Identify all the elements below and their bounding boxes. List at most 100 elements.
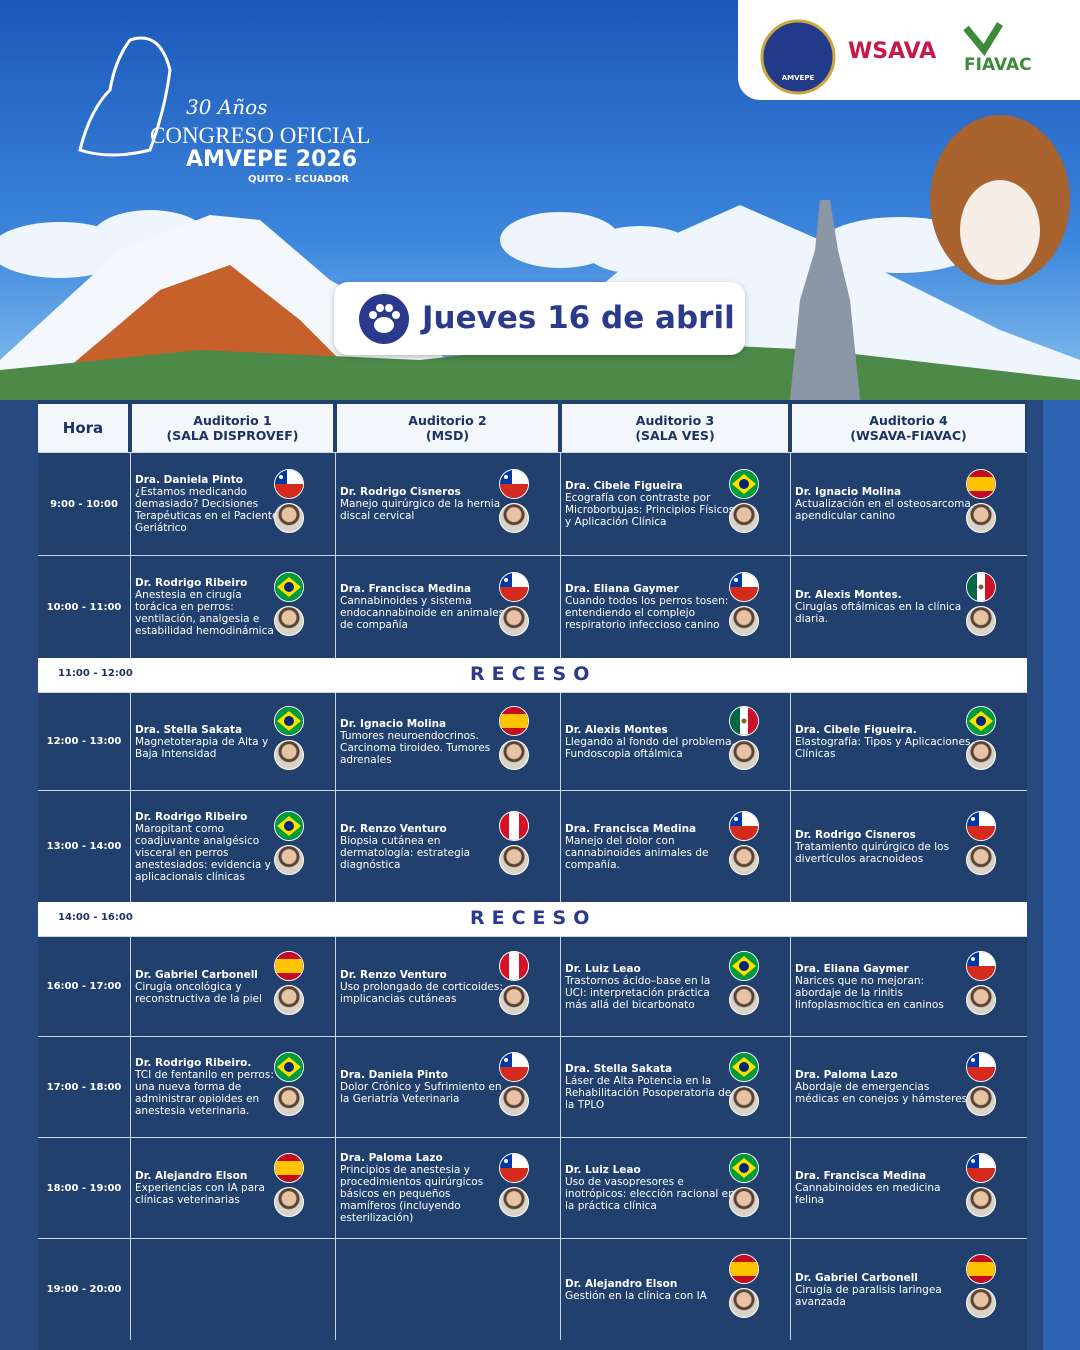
break-row: 14:00 - 16:00 RECESO [38,902,1027,936]
flag [274,706,304,736]
flag [966,811,996,841]
session-text: Dra. Francisca Medina Cannabinoides y sis… [340,583,505,631]
logo-card: AMVEPE WSAVA FIAVAC [738,0,1080,100]
statue [790,200,860,400]
flag [274,1051,304,1082]
speaker-photo [729,845,759,875]
session-cell: Dr. Ignacio Molina Tumores neuroendocrino… [335,692,560,790]
session-text: Dr. Rodrigo Ribeiro. TCI de fentanilo en … [135,1057,280,1117]
flag [966,1254,996,1284]
speaker-photo [966,845,996,875]
speaker: Dra. Francisca Medina [340,583,472,595]
flag [274,1152,304,1183]
session-text: Dra. Francisca Medina Manejo del dolor co… [565,823,735,871]
session-text: Dr. Alexis Montes. Cirugías oftálmicas en… [795,589,972,625]
date: Jueves 16 de abril [422,300,735,336]
speaker: Dr. Rodrigo Ribeiro. [135,1057,252,1069]
speaker: Dr. Alejandro Elson [565,1277,678,1290]
topic: Tumores neuroendocrinos. Carcinoma tiroi… [340,729,491,766]
flag [966,571,996,602]
topic: Cirugías oftálmicas en la clínica diaria… [795,601,962,625]
dog-logo [78,36,172,157]
speaker-photo [499,605,529,636]
time: 19:00 - 20:00 [38,1238,130,1340]
session-text: Dr. Rodrigo Ribeiro Anestesia en cirugía … [135,577,280,637]
fiavac-mark [963,22,1003,57]
session-cell: Dr. Alexis Montes Llegando al fondo del p… [560,692,790,790]
topic: Llegando al fondo del problema. Fundosco… [565,735,735,760]
speaker: Dr. Luiz Leao [565,962,641,975]
session-text: Dra. Stella Sakata Láser de Alta Potencia… [565,1063,735,1111]
speaker: Dr. Gabriel Carbonell [795,1271,918,1284]
session-cell: Dra. Paloma Lazo Abordaje de emergencias … [790,1036,1027,1137]
session-text: Dr. Luiz Leao Trastornos ácido–base en la… [565,963,735,1011]
speaker-photo [966,985,996,1015]
speaker: Dra. Daniela Pinto [135,474,243,486]
speaker: Dr. Luiz Leao [565,1164,641,1176]
session-text: Dr. Ignacio Molina Tumores neuroendocrino… [340,718,505,766]
topic: Láser de Alta Potencia en la Rehabilitac… [565,1075,732,1111]
auditorium-room: (SALA DISPROVEF) [166,428,299,443]
speaker: Dra. Cibele Figueira [565,480,683,492]
topic: Uso prolongado de corticoides: implicanc… [340,980,503,1005]
break-label: RECESO [470,907,597,929]
auditorium-header: Auditorio 3 (SALA VES) [562,404,788,452]
session-cell: Dr. Alexis Montes. Cirugías oftálmicas en… [790,555,1027,658]
flag [274,468,304,499]
flag [966,706,996,736]
amvepe-seal [760,19,836,95]
flag [729,1254,759,1284]
speaker-photo [274,740,304,770]
flag [966,468,996,499]
speaker-photo [499,845,529,875]
session-cell: Dr. Rodrigo Ribeiro. TCI de fentanilo en … [130,1036,335,1137]
topic: Magnetoterapia de Alta y Baja Intensidad [135,735,269,760]
topic: TCI de fentanilo en perros: una nueva fo… [135,1069,274,1117]
flag [729,706,759,736]
speaker-photo [966,1186,996,1217]
anniversary: 30 Años [186,95,268,119]
speaker: Dr. Renzo Venturo [340,968,447,981]
auditorium-header: Auditorio 1 (SALA DISPROVEF) [132,404,333,452]
auditorium-header: Auditorio 4 (WSAVA-FIAVAC) [792,404,1025,452]
session-text: Dr. Renzo Venturo Biopsia cutánea en derm… [340,823,505,871]
session-cell: Dr. Rodrigo Ribeiro Anestesia en cirugía … [130,555,335,658]
session-text: Dra. Stella Sakata Magnetoterapia de Alta… [135,724,280,760]
session-cell: Dr. Luiz Leao Uso de vasopresores e inotr… [560,1137,790,1238]
flag [729,1152,759,1183]
flag [499,706,529,736]
flag [729,571,759,602]
speaker-photo [499,740,529,770]
topic: Gestión en la clínica con IA [565,1289,707,1302]
time: 10:00 - 11:00 [38,555,130,658]
speaker-photo [966,1085,996,1116]
session-text: Dra. Eliana Gaymer Narices que no mejoran… [795,963,972,1011]
topic: Cirugía oncológica y reconstructiva de l… [135,980,262,1005]
speaker-photo [729,985,759,1015]
session-text: Dr. Ignacio Molina Actualización en el os… [795,486,972,522]
speaker-photo [966,502,996,533]
logo-text: FIAVAC [964,55,1032,75]
break-row: 11:00 - 12:00 RECESO [38,658,1027,692]
break-time: 11:00 - 12:00 [58,668,133,679]
topic: Dolor Crónico y Sufrimiento en la Geriat… [340,1081,502,1105]
logo-text: AMVEPE [782,74,815,82]
speaker: Dra. Paloma Lazo [795,1069,898,1081]
speaker: Dr. Ignacio Molina [340,717,447,730]
session-text: Dra. Francisca Medina Cannabinoides en me… [795,1170,972,1206]
speaker: Dr. Gabriel Carbonell [135,968,258,981]
topic: Trastornos ácido–base en la UCI: interpr… [565,974,711,1011]
speaker-photo [274,845,304,875]
session-cell: Dr. Alejandro Elson Gestión en la clínica… [560,1238,790,1340]
topic: Abordaje de emergencias médicas en conej… [795,1081,971,1105]
speaker-photo [274,1085,304,1116]
auditorium-name: Auditorio 1 [193,413,272,428]
speaker: Dr. Rodrigo Ribeiro [135,577,248,589]
session-cell: Dra. Daniela Pinto Dolor Crónico y Sufrim… [335,1036,560,1137]
session-cell: Dra. Stella Sakata Láser de Alta Potencia… [560,1036,790,1137]
speaker: Dr. Rodrigo Cisneros [795,828,916,841]
session-cell: Dr. Renzo Venturo Biopsia cutánea en derm… [335,790,560,902]
flag [966,1152,996,1183]
flag [274,811,304,841]
session-cell: Dra. Cibele Figueira. Elastografía: Tipos… [790,692,1027,790]
